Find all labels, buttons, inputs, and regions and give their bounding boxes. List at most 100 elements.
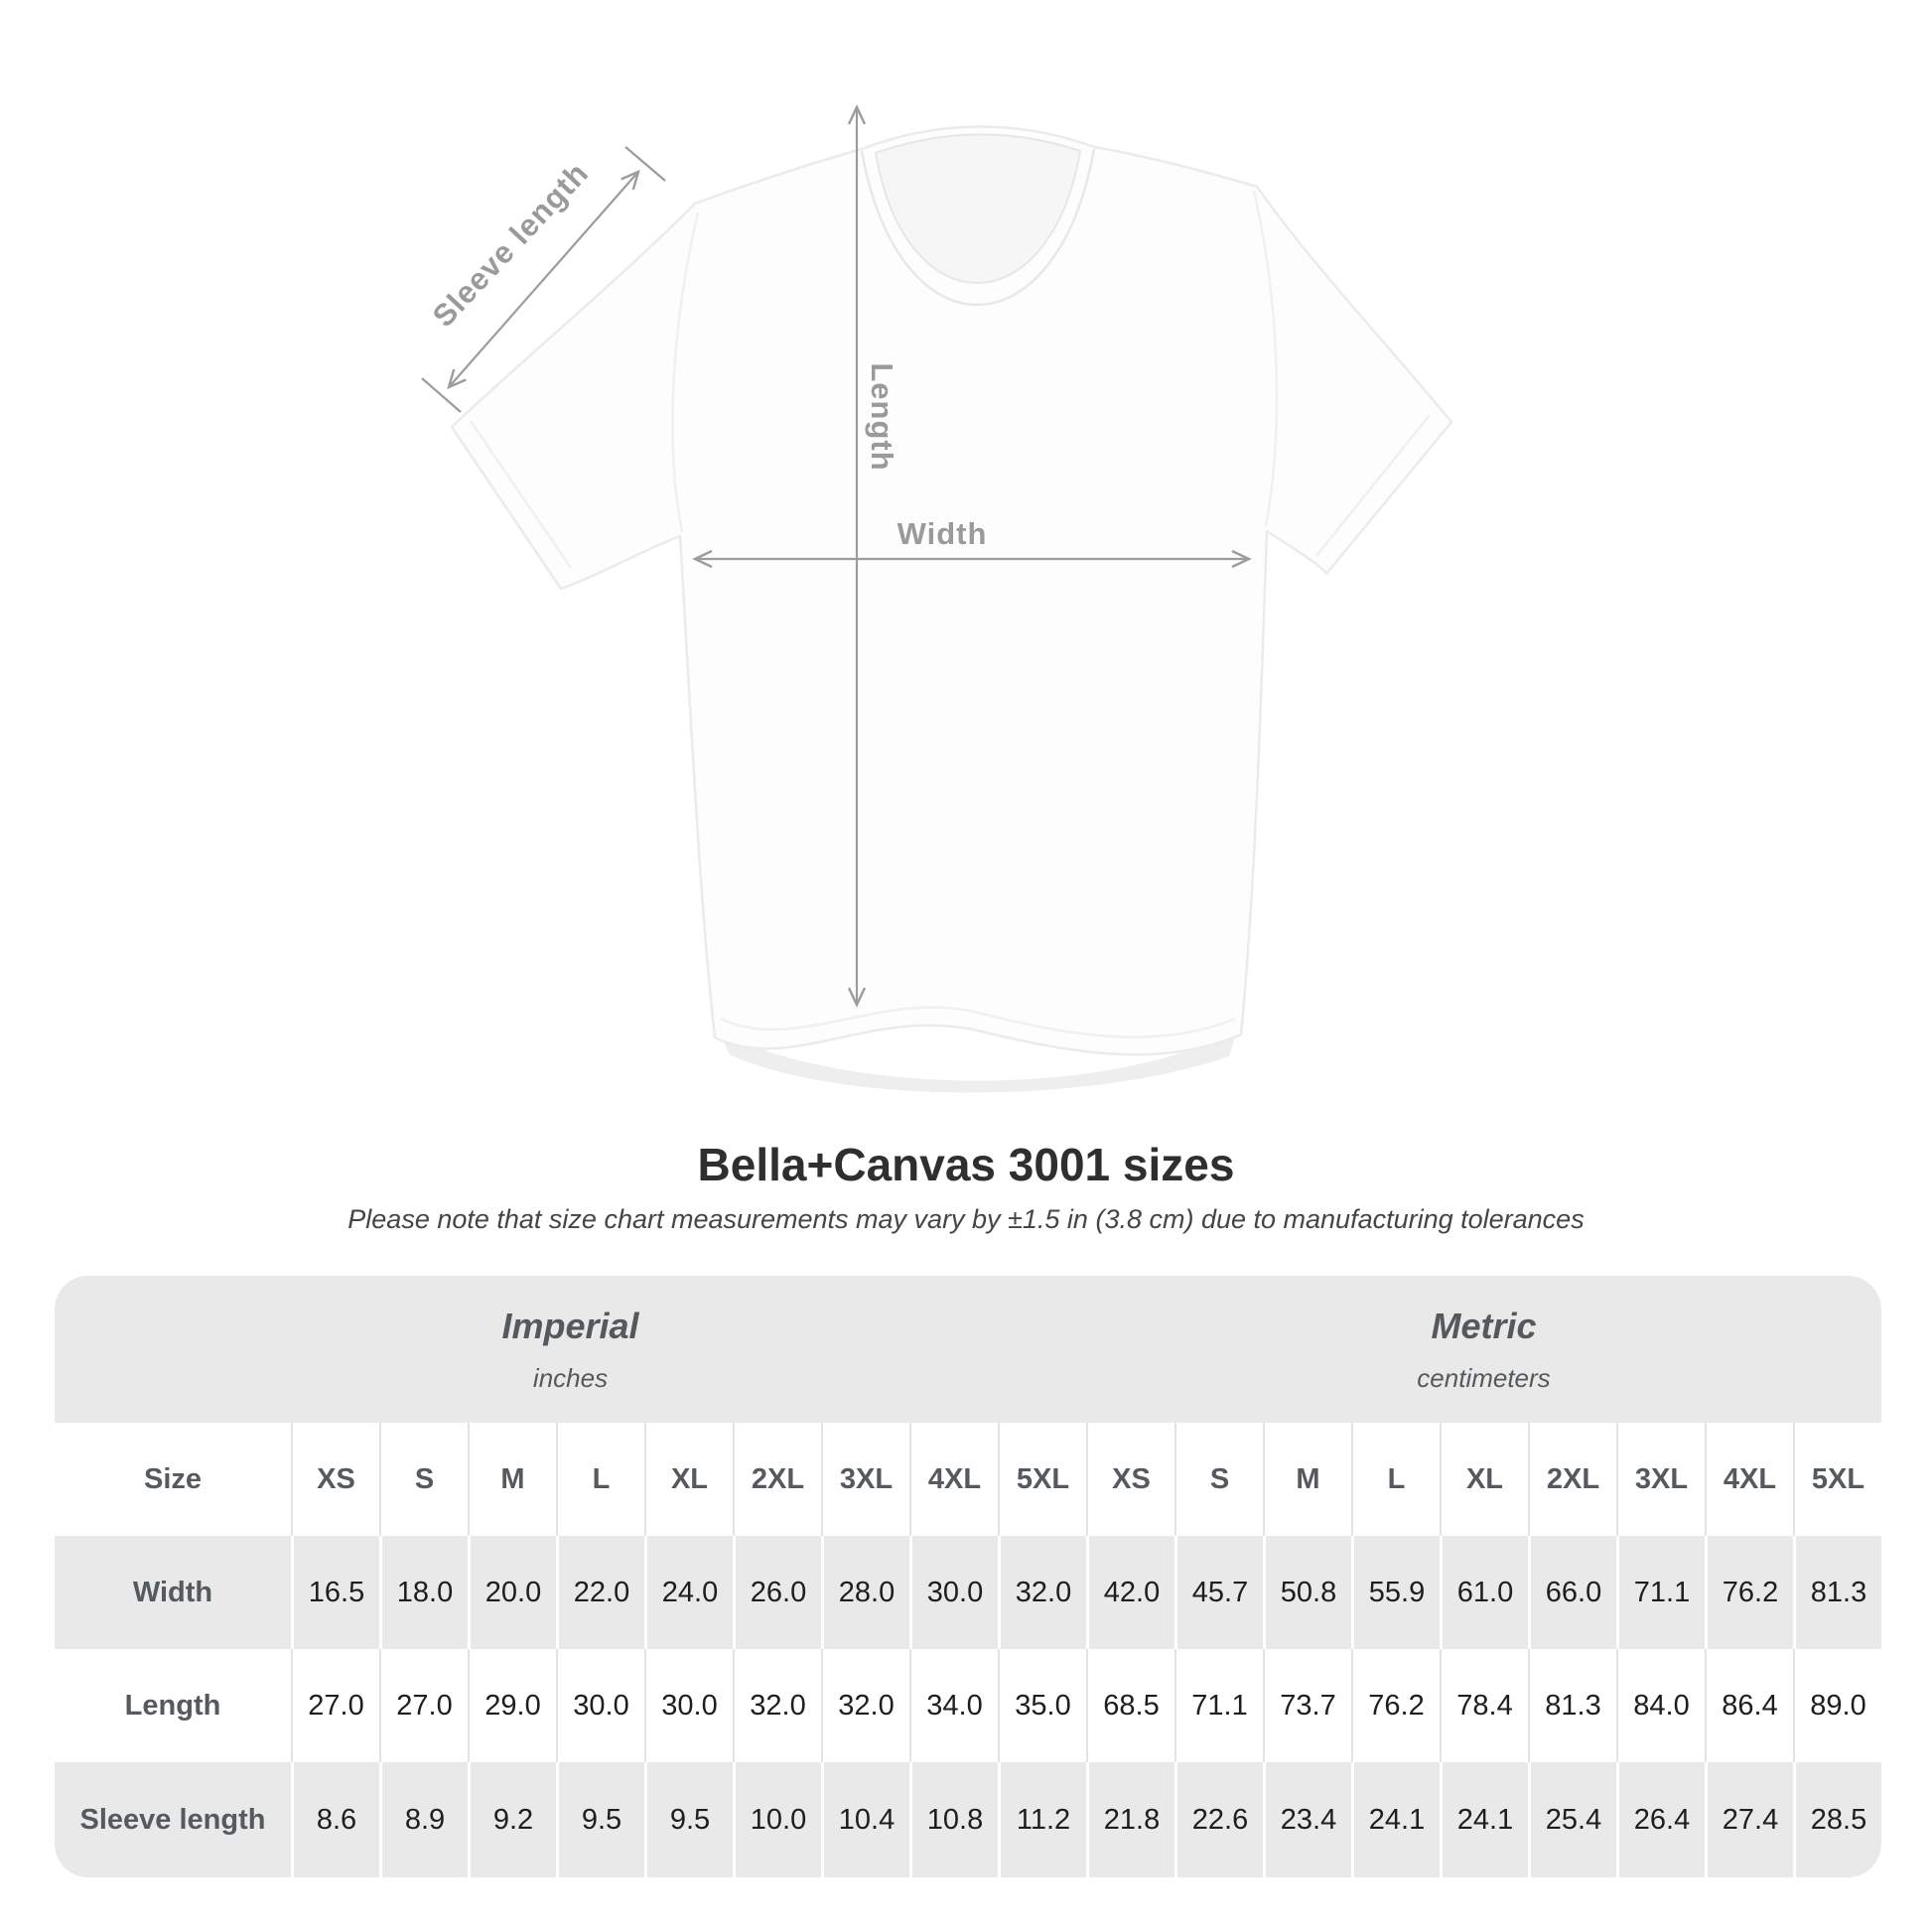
tshirt-diagram: Sleeve length Length Width — [421, 104, 1453, 1093]
size-col-header: XS — [291, 1423, 379, 1536]
width-value: 45.7 — [1174, 1536, 1263, 1649]
length-value: 84.0 — [1616, 1649, 1705, 1762]
sleeve-length-value: 9.5 — [644, 1762, 733, 1877]
size-col-header: M — [468, 1423, 556, 1536]
sleeve-length-value: 22.6 — [1174, 1762, 1263, 1877]
sleeve-length-row: Sleeve length 8.6 8.9 9.2 9.5 9.5 10.0 1… — [55, 1762, 1881, 1877]
size-col-header: 5XL — [998, 1423, 1086, 1536]
tshirt-left-sleeve-seam — [671, 211, 700, 533]
length-value: 29.0 — [468, 1649, 556, 1762]
sleeve-length-value: 27.4 — [1705, 1762, 1793, 1877]
size-col-header: M — [1263, 1423, 1351, 1536]
tshirt-illustration — [421, 104, 1453, 1093]
width-value: 61.0 — [1440, 1536, 1528, 1649]
width-value: 20.0 — [468, 1536, 556, 1649]
length-row: Length 27.0 27.0 29.0 30.0 30.0 32.0 32.… — [55, 1649, 1881, 1762]
sleeve-length-value: 24.1 — [1440, 1762, 1528, 1877]
sleeve-length-value: 26.4 — [1616, 1762, 1705, 1877]
size-header-label: Size — [143, 1462, 203, 1495]
imperial-group: Imperial inches — [55, 1276, 1086, 1423]
length-value: 27.0 — [291, 1649, 379, 1762]
size-col-header: XS — [1086, 1423, 1174, 1536]
unit-band: Imperial inches Metric centimeters — [55, 1276, 1881, 1423]
sleeve-arrow-tick-top — [624, 146, 666, 182]
size-col-header: 5XL — [1793, 1423, 1881, 1536]
sleeve-length-value: 24.1 — [1351, 1762, 1440, 1877]
width-value: 28.0 — [821, 1536, 909, 1649]
length-value: 68.5 — [1086, 1649, 1174, 1762]
width-row: Width 16.5 18.0 20.0 22.0 24.0 26.0 28.0… — [55, 1536, 1881, 1649]
size-col-header: L — [1351, 1423, 1440, 1536]
sleeve-length-value: 23.4 — [1263, 1762, 1351, 1877]
size-col-header: 3XL — [1616, 1423, 1705, 1536]
length-value: 71.1 — [1174, 1649, 1263, 1762]
sleeve-length-value: 11.2 — [998, 1762, 1086, 1877]
page-subtitle: Please note that size chart measurements… — [347, 1204, 1585, 1234]
metric-group-unit: centimeters — [1417, 1363, 1551, 1393]
length-value: 89.0 — [1793, 1649, 1881, 1762]
width-label: Width — [897, 516, 988, 551]
length-value: 30.0 — [556, 1649, 644, 1762]
length-value: 30.0 — [644, 1649, 733, 1762]
sleeve-length-row-label: Sleeve length — [79, 1803, 266, 1836]
width-value: 26.0 — [733, 1536, 821, 1649]
tshirt-collar-seam — [860, 148, 1096, 307]
width-value: 42.0 — [1086, 1536, 1174, 1649]
sleeve-length-value: 28.5 — [1793, 1762, 1881, 1877]
sleeve-arrow-tick-bottom — [421, 377, 462, 413]
size-table: Imperial inches Metric centimeters Size … — [55, 1276, 1881, 1877]
size-col-header: 3XL — [821, 1423, 909, 1536]
sleeve-length-value: 25.4 — [1528, 1762, 1616, 1877]
sleeve-length-value: 8.6 — [291, 1762, 379, 1877]
imperial-group-name: Imperial — [501, 1306, 639, 1346]
sleeve-length-value: 8.9 — [379, 1762, 468, 1877]
size-col-header: 2XL — [733, 1423, 821, 1536]
length-value: 81.3 — [1528, 1649, 1616, 1762]
size-col-header: XL — [644, 1423, 733, 1536]
metric-group-name: Metric — [1431, 1306, 1537, 1346]
width-value: 22.0 — [556, 1536, 644, 1649]
sleeve-length-value: 21.8 — [1086, 1762, 1174, 1877]
width-value: 81.3 — [1793, 1536, 1881, 1649]
length-value: 73.7 — [1263, 1649, 1351, 1762]
width-row-label: Width — [132, 1576, 213, 1608]
size-col-header: 4XL — [909, 1423, 998, 1536]
length-value: 86.4 — [1705, 1649, 1793, 1762]
width-value: 76.2 — [1705, 1536, 1793, 1649]
size-col-header: 2XL — [1528, 1423, 1616, 1536]
width-value: 32.0 — [998, 1536, 1086, 1649]
size-header-row: Size XS S M L XL 2XL 3XL 4XL 5XL XS S M … — [55, 1423, 1881, 1536]
size-col-header: S — [1174, 1423, 1263, 1536]
size-col-header: L — [556, 1423, 644, 1536]
tshirt-right-cuff-hem — [1315, 414, 1431, 557]
size-col-header: S — [379, 1423, 468, 1536]
length-value: 78.4 — [1440, 1649, 1528, 1762]
size-col-header: 4XL — [1705, 1423, 1793, 1536]
length-value: 34.0 — [909, 1649, 998, 1762]
width-value: 55.9 — [1351, 1536, 1440, 1649]
length-value: 76.2 — [1351, 1649, 1440, 1762]
width-value: 24.0 — [644, 1536, 733, 1649]
tshirt-right-sleeve-seam — [1252, 190, 1279, 527]
width-value: 18.0 — [379, 1536, 468, 1649]
tshirt-bottom-hem-stitch — [720, 1006, 1236, 1038]
sleeve-length-value: 10.8 — [909, 1762, 998, 1877]
length-value: 32.0 — [821, 1649, 909, 1762]
width-value: 66.0 — [1528, 1536, 1616, 1649]
length-row-label: Length — [124, 1689, 221, 1722]
sleeve-length-arrow — [447, 169, 640, 390]
length-value: 32.0 — [733, 1649, 821, 1762]
tshirt-left-cuff-hem — [469, 420, 573, 569]
tshirt-body — [450, 125, 1453, 1056]
width-value: 16.5 — [291, 1536, 379, 1649]
metric-group: Metric centimeters — [1086, 1276, 1881, 1423]
sleeve-length-value: 9.2 — [468, 1762, 556, 1877]
width-value: 50.8 — [1263, 1536, 1351, 1649]
width-value: 30.0 — [909, 1536, 998, 1649]
imperial-group-unit: inches — [532, 1363, 609, 1393]
page-title: Bella+Canvas 3001 sizes — [697, 1139, 1235, 1190]
sleeve-length-value: 9.5 — [556, 1762, 644, 1877]
tshirt-neck-opening — [874, 133, 1082, 284]
sleeve-length-value: 10.4 — [821, 1762, 909, 1877]
